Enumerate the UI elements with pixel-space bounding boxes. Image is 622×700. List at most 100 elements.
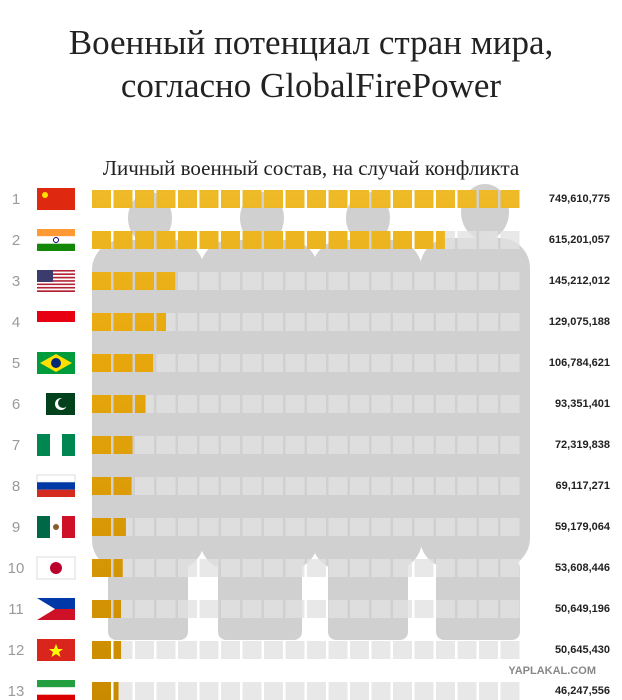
rank-label: 1 bbox=[12, 191, 20, 208]
flag bbox=[36, 556, 76, 580]
flag-part bbox=[37, 516, 50, 538]
bar-track bbox=[92, 354, 522, 372]
flag-part bbox=[37, 270, 75, 272]
title-line: Военный потенциал стран мира, bbox=[69, 23, 554, 62]
bar bbox=[92, 682, 119, 700]
flag-part bbox=[58, 398, 68, 408]
value-label: 53,608,446 bbox=[555, 562, 610, 574]
value-label: 69,117,271 bbox=[556, 480, 610, 492]
flag-part bbox=[37, 270, 53, 282]
bar bbox=[92, 477, 132, 495]
flag-part bbox=[37, 275, 75, 277]
bar-track bbox=[92, 313, 522, 331]
value-label: 106,784,621 bbox=[549, 357, 610, 369]
value-label: 749,610,775 bbox=[549, 193, 610, 205]
flag-part bbox=[37, 288, 75, 291]
value-label: 93,351,401 bbox=[555, 398, 610, 410]
value-label: 50,649,196 bbox=[555, 603, 610, 615]
bar bbox=[92, 395, 146, 413]
flag-part bbox=[37, 285, 75, 287]
rank-label: 4 bbox=[12, 314, 20, 331]
flag-part bbox=[36, 474, 76, 483]
flag-part bbox=[37, 290, 75, 292]
flag bbox=[37, 598, 75, 620]
flag-part bbox=[37, 271, 75, 274]
flag bbox=[37, 352, 75, 374]
flag-part bbox=[37, 694, 75, 700]
rank-label: 6 bbox=[12, 396, 20, 413]
flag-part bbox=[62, 516, 75, 538]
flag-part bbox=[37, 283, 75, 286]
bar-track bbox=[92, 600, 522, 618]
flag-part bbox=[37, 243, 75, 251]
flag-part bbox=[37, 598, 75, 609]
flag bbox=[37, 434, 75, 456]
rank-label: 12 bbox=[8, 642, 25, 659]
bar bbox=[92, 559, 123, 577]
flag bbox=[37, 639, 75, 661]
flag-part bbox=[50, 434, 62, 456]
flag-part bbox=[37, 278, 75, 281]
bar-track bbox=[92, 436, 522, 454]
bar bbox=[92, 190, 522, 208]
flag-part bbox=[37, 188, 75, 210]
flag-part bbox=[37, 280, 75, 282]
flag bbox=[36, 474, 76, 497]
bar bbox=[92, 641, 122, 659]
flag-part bbox=[37, 598, 55, 620]
flag-part bbox=[50, 562, 62, 574]
bar bbox=[92, 518, 126, 536]
bar bbox=[92, 272, 176, 290]
bar bbox=[92, 436, 134, 454]
value-label: 129,075,188 bbox=[549, 316, 610, 328]
flag-part bbox=[37, 434, 50, 456]
flag-part bbox=[37, 311, 75, 322]
value-label: 46,247,556 bbox=[555, 685, 610, 697]
flag-part bbox=[37, 286, 75, 289]
flag-part bbox=[37, 273, 75, 276]
title-line: согласно GlobalFirePower bbox=[121, 66, 502, 105]
flag-part bbox=[37, 276, 75, 279]
bar bbox=[92, 231, 445, 249]
rank-label: 5 bbox=[12, 355, 20, 372]
flag-part bbox=[37, 229, 75, 237]
flag-part bbox=[37, 680, 75, 688]
rank-label: 7 bbox=[12, 437, 20, 454]
rank-label: 8 bbox=[12, 478, 20, 495]
flag bbox=[37, 311, 75, 333]
flag-part bbox=[53, 524, 59, 530]
flag-part bbox=[37, 687, 75, 695]
value-label: 59,179,064 bbox=[555, 521, 611, 533]
flag-part bbox=[42, 192, 48, 198]
rank-label: 2 bbox=[12, 232, 20, 249]
bar bbox=[92, 313, 167, 331]
flag bbox=[37, 270, 75, 292]
flag-part bbox=[37, 236, 75, 244]
flag bbox=[37, 188, 75, 210]
flag bbox=[37, 680, 75, 700]
rank-label: 10 bbox=[8, 560, 25, 577]
flag-part bbox=[53, 237, 59, 243]
flag-part bbox=[37, 609, 75, 620]
rank-label: 3 bbox=[12, 273, 20, 290]
flag bbox=[37, 516, 75, 538]
bar-track bbox=[92, 272, 522, 290]
flag-part bbox=[49, 644, 63, 657]
watermark: YAPLAKAL.COM bbox=[508, 665, 596, 677]
value-label: 50,645,430 bbox=[555, 644, 610, 656]
subtitle: Личный военный состав, на случай конфлик… bbox=[103, 156, 520, 180]
bar bbox=[92, 354, 154, 372]
flag bbox=[37, 229, 75, 251]
flag-part bbox=[37, 482, 75, 490]
bar-track bbox=[92, 395, 522, 413]
value-label: 615,201,057 bbox=[549, 234, 610, 246]
flag-part bbox=[37, 281, 75, 284]
flag-part bbox=[37, 393, 46, 415]
flag bbox=[37, 393, 75, 415]
bar bbox=[92, 600, 122, 618]
bar-track bbox=[92, 641, 522, 659]
flag-part bbox=[51, 358, 61, 368]
rank-label: 11 bbox=[8, 601, 24, 618]
flag-part bbox=[37, 322, 75, 333]
